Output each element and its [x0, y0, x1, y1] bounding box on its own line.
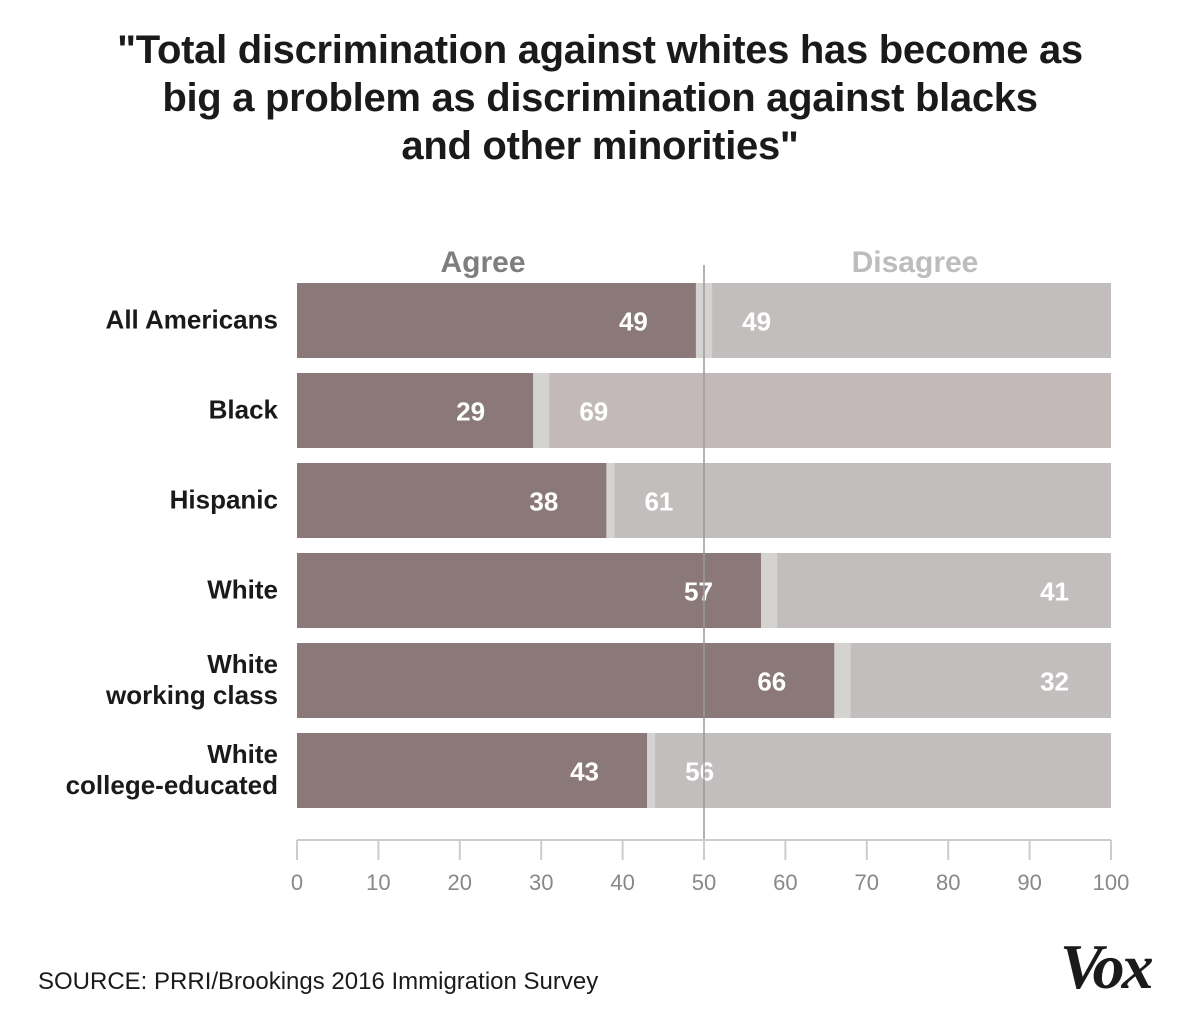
category-label: college-educated: [66, 770, 278, 800]
legend-disagree: Disagree: [852, 246, 979, 279]
category-label: All Americans: [106, 305, 278, 335]
x-tick-label: 80: [936, 870, 960, 895]
value-label-agree: 38: [529, 487, 558, 517]
category-label: Black: [209, 395, 279, 425]
title-line: big a problem as discrimination against …: [162, 76, 1038, 120]
value-label-disagree: 69: [579, 397, 608, 427]
bar-disagree: [655, 733, 1111, 808]
value-label-agree: 49: [619, 307, 648, 337]
legend-agree: Agree: [440, 246, 525, 279]
bar-disagree: [549, 373, 1111, 448]
x-tick-label: 70: [855, 870, 879, 895]
title-line: "Total discrimination against whites has…: [117, 28, 1083, 72]
vox-logo: Vox: [1060, 931, 1154, 1002]
bar-disagree: [712, 283, 1111, 358]
value-label-disagree: 49: [742, 307, 771, 337]
x-tick-label: 10: [366, 870, 390, 895]
bar-agree: [297, 733, 648, 808]
value-label-agree: 43: [570, 757, 599, 787]
bar-disagree: [850, 643, 1111, 718]
title-line: and other minorities": [401, 124, 799, 168]
value-label-agree: 29: [456, 397, 485, 427]
bar-disagree: [777, 553, 1111, 628]
bar-agree: [297, 463, 607, 538]
category-label: White: [207, 575, 278, 605]
x-tick-label: 20: [448, 870, 472, 895]
bar-disagree: [614, 463, 1111, 538]
x-tick-label: 60: [773, 870, 797, 895]
source-note: SOURCE: PRRI/Brookings 2016 Immigration …: [38, 968, 599, 995]
value-label-agree: 57: [684, 577, 713, 607]
x-tick-label: 30: [529, 870, 553, 895]
bar-agree: [297, 283, 696, 358]
bar-agree: [297, 553, 761, 628]
x-tick-label: 100: [1093, 870, 1130, 895]
value-label-disagree: 32: [1040, 667, 1069, 697]
category-label: White: [207, 649, 278, 679]
bar-agree: [297, 373, 534, 448]
value-label-disagree: 61: [644, 487, 673, 517]
x-tick-label: 0: [291, 870, 303, 895]
category-label: Hispanic: [170, 485, 278, 515]
value-label-disagree: 56: [685, 757, 714, 787]
x-tick-label: 90: [1017, 870, 1041, 895]
x-tick-label: 50: [692, 870, 716, 895]
value-label-agree: 66: [757, 667, 786, 697]
category-label: working class: [105, 680, 278, 710]
bar-agree: [297, 643, 835, 718]
x-tick-label: 40: [610, 870, 634, 895]
value-label-disagree: 41: [1040, 577, 1069, 607]
chart-title: "Total discrimination against whites has…: [0, 26, 1200, 170]
category-label: White: [207, 739, 278, 769]
